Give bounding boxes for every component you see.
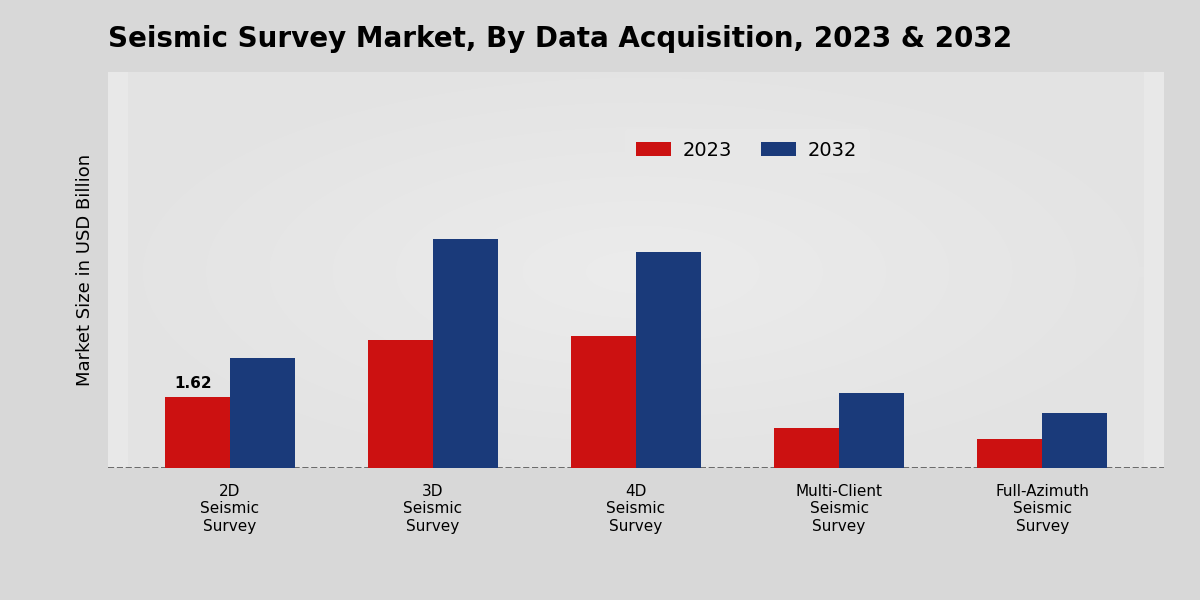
Text: 1.62: 1.62 — [174, 376, 212, 391]
Text: Seismic Survey Market, By Data Acquisition, 2023 & 2032: Seismic Survey Market, By Data Acquisiti… — [108, 25, 1012, 53]
Bar — [839, 393, 904, 468]
Bar — [636, 253, 701, 468]
Y-axis label: Market Size in USD Billion: Market Size in USD Billion — [76, 154, 94, 386]
Bar — [230, 358, 295, 468]
Bar — [571, 336, 636, 468]
Bar — [1042, 413, 1108, 468]
Bar — [368, 340, 433, 468]
Bar — [164, 397, 230, 468]
Bar — [774, 428, 839, 468]
Bar — [433, 239, 498, 468]
Bar — [977, 439, 1042, 468]
Legend: 2023, 2032: 2023, 2032 — [624, 129, 869, 172]
